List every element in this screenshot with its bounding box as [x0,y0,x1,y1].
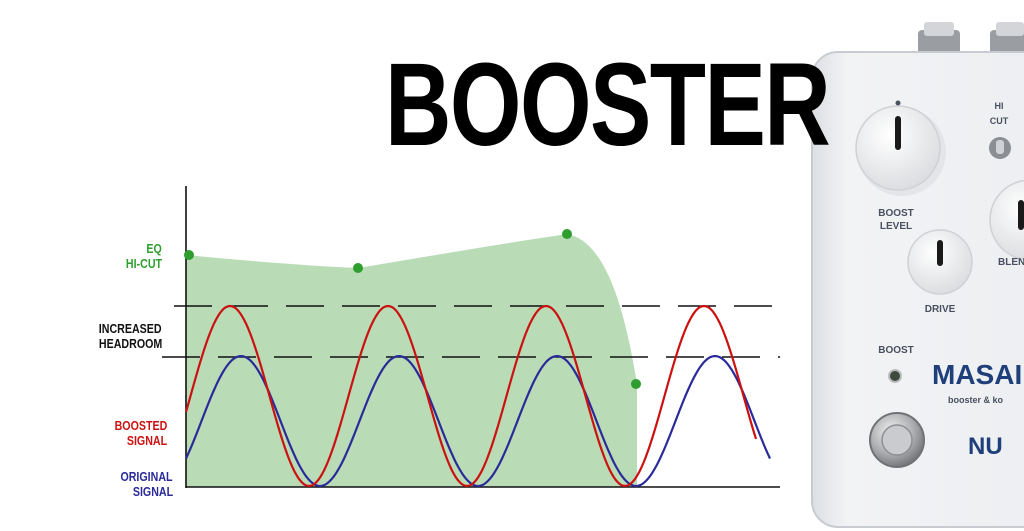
maker-logo: NU [968,433,1003,460]
boosted-label-line1: BOOSTED [114,418,167,433]
eq-hi-cut-area [186,234,637,487]
brand-subtitle: booster & ko [948,395,1004,405]
eq-point [631,379,641,389]
blend-label: BLEN [998,257,1024,268]
eq-label-line2: HI-CUT [125,256,162,271]
drive-label: DRIVE [925,304,956,315]
headroom-label-line2: HEADROOM [98,336,162,351]
eq-point [184,250,194,260]
boost-label: BOOST [878,345,914,356]
eq-label-line1: EQ [146,241,162,256]
boost-level-label-line1: BOOST [878,208,914,219]
hi-cut-label-line1: HI [995,101,1004,111]
eq-point [353,263,363,273]
boost-level-label-line2: LEVEL [880,221,912,232]
brand-name: MASAI [932,359,1022,390]
original-signal-wave [184,355,772,488]
headroom-label-line1: INCREASED [99,321,162,336]
original-label-line1: ORIGINAL [120,469,173,484]
boost-led [888,369,902,383]
original-label-line2: SIGNAL [132,484,173,499]
boosted-label-line2: SIGNAL [126,433,167,448]
page-title: BOOSTER [385,39,831,171]
blend-knob [989,179,1024,261]
boosted-signal-wave [184,304,758,487]
hi-cut-label-line2: CUT [990,116,1009,126]
pedal-illustration: HI CUT BOOST LEVEL BLEN DRIVE BOOST MASA… [811,22,1024,528]
eq-point [562,229,572,239]
boost-level-knob-pointer [895,116,901,150]
